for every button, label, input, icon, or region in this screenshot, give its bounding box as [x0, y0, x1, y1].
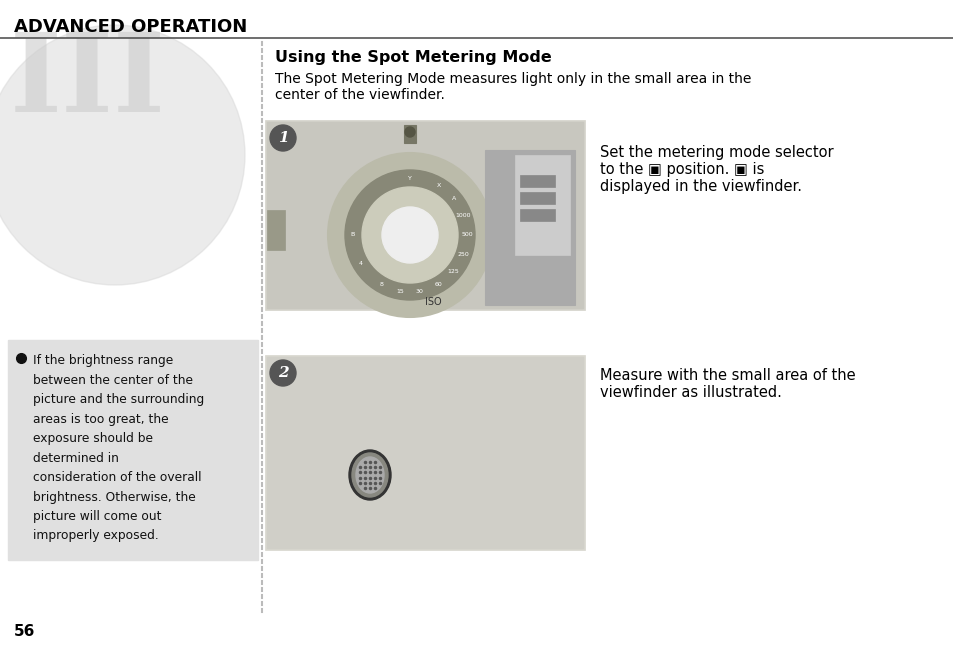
Text: 125: 125 — [447, 269, 459, 274]
Text: displayed in the viewfinder.: displayed in the viewfinder. — [599, 179, 801, 194]
Text: III: III — [10, 28, 166, 135]
Text: X: X — [436, 183, 440, 188]
Text: areas is too great, the: areas is too great, the — [33, 413, 169, 426]
Text: 4: 4 — [358, 261, 362, 266]
Text: to the ▣ position. ▣ is: to the ▣ position. ▣ is — [599, 162, 763, 177]
Text: 56: 56 — [14, 624, 35, 639]
Bar — [484, 150, 575, 305]
Text: 1: 1 — [277, 131, 288, 145]
Circle shape — [405, 127, 415, 137]
Text: The Spot Metering Mode measures light only in the small area in the: The Spot Metering Mode measures light on… — [274, 72, 751, 86]
Bar — [265, 355, 584, 550]
Text: 2: 2 — [277, 366, 288, 380]
Text: Y: Y — [408, 176, 412, 180]
Text: ISO: ISO — [424, 297, 441, 307]
Circle shape — [361, 187, 457, 283]
Bar — [267, 122, 582, 308]
Ellipse shape — [355, 457, 384, 493]
Text: brightness. Otherwise, the: brightness. Otherwise, the — [33, 490, 195, 503]
Text: 250: 250 — [457, 252, 469, 257]
Text: 1000: 1000 — [456, 213, 471, 218]
Text: consideration of the overall: consideration of the overall — [33, 471, 201, 484]
Text: A: A — [451, 196, 456, 201]
Text: 15: 15 — [395, 289, 403, 294]
Text: Using the Spot Metering Mode: Using the Spot Metering Mode — [274, 50, 551, 65]
Text: 500: 500 — [460, 233, 473, 238]
Text: Measure with the small area of the: Measure with the small area of the — [599, 368, 855, 383]
Text: If the brightness range: If the brightness range — [33, 354, 173, 367]
Text: between the center of the: between the center of the — [33, 373, 193, 386]
Text: exposure should be: exposure should be — [33, 432, 152, 445]
Text: B: B — [351, 233, 355, 238]
Text: picture will come out: picture will come out — [33, 510, 161, 523]
Circle shape — [270, 125, 295, 151]
Circle shape — [345, 170, 475, 300]
Circle shape — [328, 153, 492, 317]
Text: improperly exposed.: improperly exposed. — [33, 530, 158, 543]
Bar — [403, 125, 416, 143]
Ellipse shape — [352, 453, 388, 497]
Text: 8: 8 — [379, 282, 383, 287]
Bar — [8, 340, 257, 560]
Bar — [519, 209, 555, 221]
Bar — [519, 192, 555, 204]
Bar — [267, 210, 285, 250]
Bar — [519, 175, 555, 187]
Circle shape — [270, 360, 295, 386]
Text: Set the metering mode selector: Set the metering mode selector — [599, 145, 833, 160]
Ellipse shape — [349, 450, 391, 500]
Text: 30: 30 — [416, 289, 423, 294]
Text: ADVANCED OPERATION: ADVANCED OPERATION — [14, 18, 247, 36]
Circle shape — [381, 207, 437, 263]
Text: center of the viewfinder.: center of the viewfinder. — [274, 88, 444, 102]
Bar — [265, 120, 584, 310]
Text: viewfinder as illustrated.: viewfinder as illustrated. — [599, 385, 781, 400]
Text: 60: 60 — [435, 282, 442, 287]
Bar — [267, 357, 582, 548]
Text: determined in: determined in — [33, 452, 119, 464]
Bar — [515, 155, 569, 255]
Text: picture and the surrounding: picture and the surrounding — [33, 393, 204, 406]
Circle shape — [0, 25, 245, 285]
